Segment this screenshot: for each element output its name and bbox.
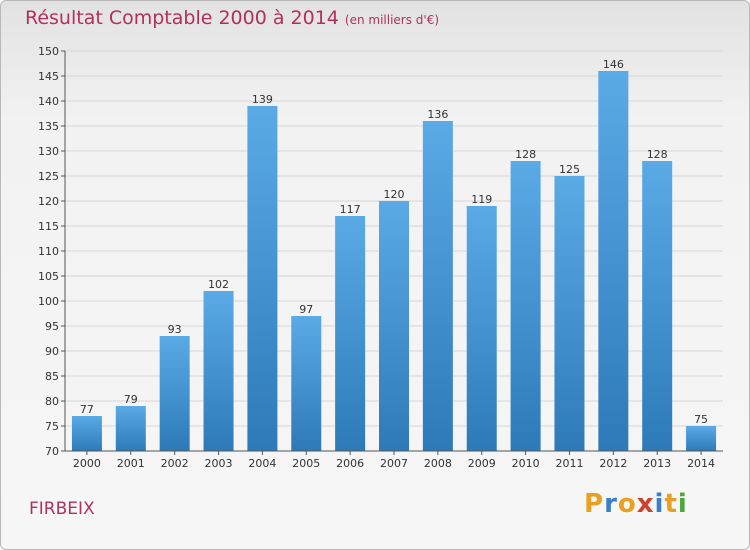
x-tick-label-2005: 2005 [292,457,320,470]
bar-2002 [159,336,190,451]
value-label-2012: 146 [603,58,624,71]
logo-letter: i [654,489,665,519]
x-tick-label-2006: 2006 [336,457,364,470]
bar-2008 [422,121,453,451]
logo-letter: r [604,489,618,519]
x-tick-label-2012: 2012 [599,457,627,470]
proxiti-logo: Proxiti [584,489,688,519]
title-text: Résultat Comptable 2000 à 2014 [25,7,339,29]
value-label-2008: 136 [427,108,448,121]
value-label-2002: 93 [168,323,182,336]
x-tick-label-2000: 2000 [73,457,101,470]
x-tick-label-2001: 2001 [117,457,145,470]
bar-2012 [598,71,629,451]
y-tick-label: 140 [38,95,59,108]
y-tick-label: 135 [38,120,59,133]
bar-2010 [510,161,541,451]
y-tick-label: 100 [38,295,59,308]
value-label-2000: 77 [80,403,94,416]
value-label-2013: 128 [647,148,668,161]
x-tick-label-2010: 2010 [512,457,540,470]
y-axis: 70 75 80 85 90 95 100 105 110 115 120 125 130 135 140 1… [38,45,66,458]
value-label-2014: 75 [694,413,708,426]
y-tick-label: 75 [45,420,59,433]
y-tick-label: 125 [38,170,59,183]
bar-2011 [554,176,585,451]
commune-name: FIRBEIX [29,499,95,519]
bar-2004 [247,106,278,451]
x-tick-label-2013: 2013 [643,457,671,470]
value-label-2004: 139 [252,93,273,106]
value-label-2009: 119 [471,193,492,206]
bars: 77 79 93 102 139 97 117 120 136 119 128 125 146 128 75 [71,58,717,451]
y-tick-label: 95 [45,320,59,333]
logo-letter: P [584,489,605,519]
bar-2001 [115,406,146,451]
bar-2007 [379,201,409,451]
y-tick-label: 115 [38,220,59,233]
value-label-2001: 79 [124,393,138,406]
value-label-2006: 117 [340,203,361,216]
y-tick-label: 90 [45,345,59,358]
x-tick-label-2004: 2004 [248,457,276,470]
y-tick-label: 80 [45,395,59,408]
y-tick-label: 145 [38,70,59,83]
x-tick-label-2002: 2002 [161,457,189,470]
x-tick-label-2009: 2009 [468,457,496,470]
y-tick-label: 70 [45,445,59,458]
value-label-2007: 120 [384,188,405,201]
logo-letter: i [677,489,688,519]
chart-title: Résultat Comptable 2000 à 2014 (en millie… [25,7,439,29]
title-unit: (en milliers d'€) [344,13,440,27]
bar-2000 [71,416,102,451]
value-label-2005: 97 [299,303,313,316]
y-tick-label: 150 [38,45,59,58]
y-tick-label: 130 [38,145,59,158]
logo-letter: t [664,489,678,519]
bar-2009 [466,206,497,451]
y-tick-label: 110 [38,245,59,258]
x-axis: 2000 2001 2002 2003 2004 2005 2006 2007 2008 2009… [65,450,723,470]
y-tick-label: 85 [45,370,59,383]
logo-letter: o [617,489,637,519]
bar-2013 [642,161,673,451]
x-tick-label-2008: 2008 [424,457,452,470]
logo-letter: x [636,489,655,519]
value-label-2003: 102 [208,278,229,291]
x-tick-label-2007: 2007 [380,457,408,470]
bar-2006 [335,216,366,451]
value-label-2011: 125 [559,163,580,176]
bar-2005 [291,316,322,451]
x-tick-label-2011: 2011 [555,457,583,470]
bar-2003 [203,291,234,451]
value-label-2010: 128 [515,148,536,161]
x-tick-label-2003: 2003 [205,457,233,470]
y-tick-label: 120 [38,195,59,208]
bar-2014 [686,426,717,451]
x-tick-label-2014: 2014 [687,457,715,470]
y-tick-label: 105 [38,270,59,283]
